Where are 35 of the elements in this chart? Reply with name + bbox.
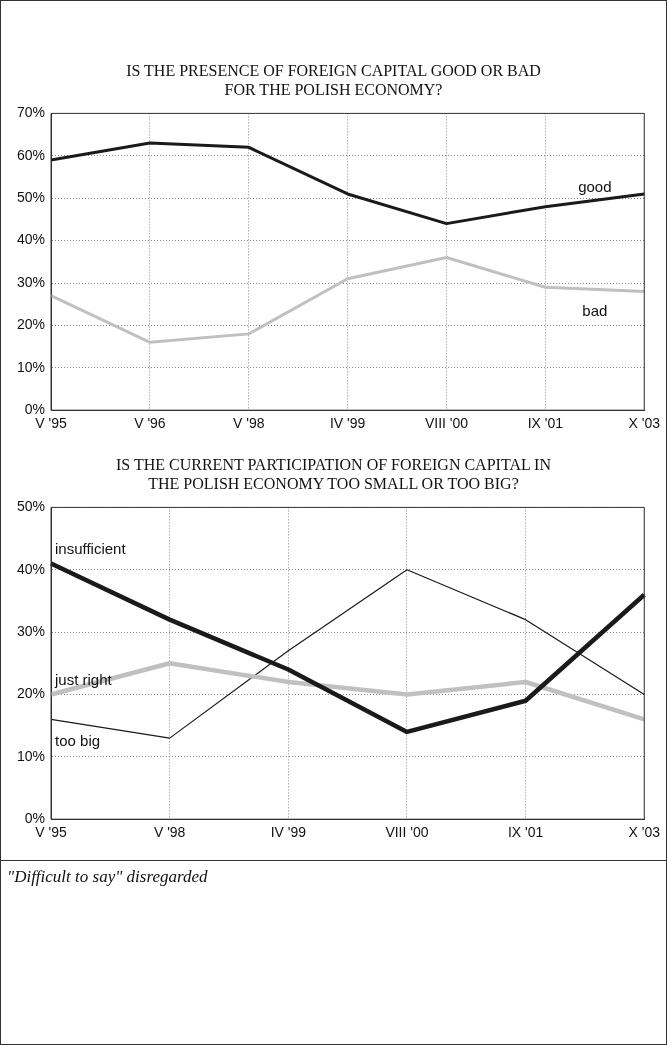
x-tick-label: VIII '00 <box>385 824 429 841</box>
series-label: good <box>578 178 612 196</box>
y-tick-label: 0% <box>24 810 46 827</box>
y-tick-label: 60% <box>16 146 46 163</box>
x-tick-label: IV '99 <box>329 415 366 432</box>
series-label: insufficient <box>55 539 127 557</box>
y-tick-label: 20% <box>16 316 46 333</box>
y-tick-label: 10% <box>16 358 46 375</box>
x-tick-label: V '95 <box>35 824 67 841</box>
x-tick-label: X '03 <box>628 824 661 841</box>
text: "Difficult to say" disregarded <box>1 860 666 893</box>
series-label: bad <box>582 301 608 319</box>
chart-title: IS THE CURRENT PARTICIPATION OF FOREIGN CAPITAL IN THE POLISH ECONOMY TOO SMALL OR TOO BIG? <box>115 455 552 493</box>
y-tick-label: 0% <box>24 401 46 418</box>
y-tick-label: 50% <box>16 189 46 206</box>
x-tick-label: VIII '00 <box>424 415 469 432</box>
y-tick-label: 40% <box>16 560 46 577</box>
y-tick-label: 30% <box>16 273 46 290</box>
y-tick-label: 40% <box>16 231 46 248</box>
x-tick-label: V '96 <box>134 415 166 432</box>
x-tick-label: V '98 <box>153 824 186 841</box>
y-tick-label: 50% <box>16 498 46 515</box>
y-tick-label: 30% <box>16 622 46 639</box>
y-tick-label: 20% <box>16 685 46 702</box>
y-tick-label: 10% <box>16 747 46 764</box>
x-tick-label: X '03 <box>628 415 661 432</box>
x-tick-label: V '95 <box>35 415 67 432</box>
x-tick-label: IV '99 <box>270 824 307 841</box>
chart-title: IS THE PRESENCE OF FOREIGN CAPITAL GOOD OR BAD FOR THE POLISH ECONOMY? <box>125 61 542 99</box>
series-label: just right <box>54 670 113 688</box>
x-tick-label: V '98 <box>233 415 265 432</box>
series-label: too big <box>55 731 101 749</box>
y-tick-label: 70% <box>16 104 46 121</box>
x-tick-label: IX '01 <box>527 415 564 432</box>
x-tick-label: IX '01 <box>507 824 544 841</box>
